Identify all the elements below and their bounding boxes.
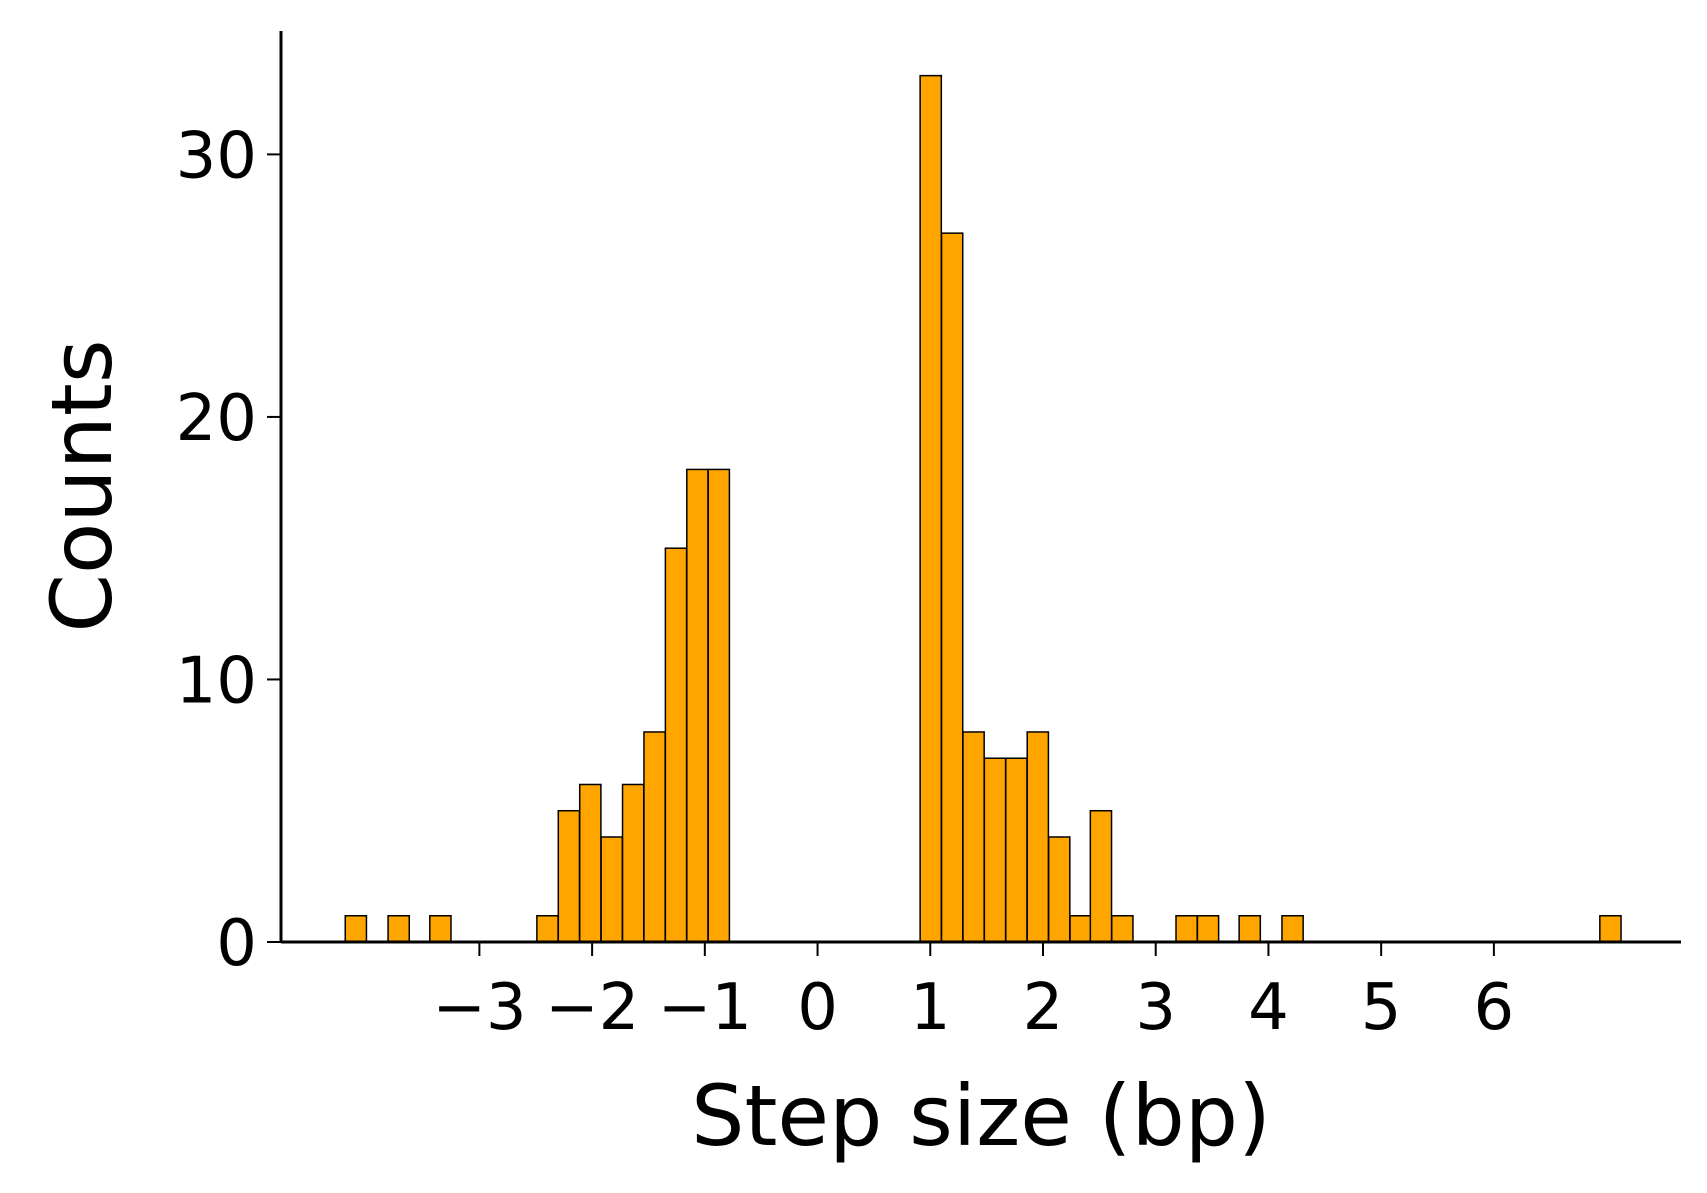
histogram-bar	[557, 809, 581, 943]
x-ticks-group: −3 −2 −1 0 1 2 3 4 5 6	[432, 942, 1514, 1045]
histogram-bar	[919, 74, 943, 943]
x-tick-label: −1	[658, 971, 752, 1045]
histogram-bar	[1281, 914, 1304, 943]
x-tick-label: 0	[797, 971, 838, 1045]
histogram-bar	[983, 757, 1007, 943]
x-tick-label: −2	[545, 971, 639, 1045]
x-axis-title: Step size (bp)	[691, 1067, 1271, 1165]
histogram-bar	[1089, 809, 1113, 943]
x-tick-label: 5	[1361, 971, 1402, 1045]
histogram-bar	[1069, 914, 1092, 943]
x-tick-label: 1	[910, 971, 951, 1045]
histogram-bar	[1005, 757, 1028, 943]
y-axis-title: Counts	[33, 339, 131, 632]
x-tick-label: −3	[432, 971, 526, 1045]
histogram-bar	[1238, 914, 1262, 943]
histogram-bar	[940, 232, 964, 943]
histogram-bar	[578, 783, 602, 943]
histogram-bar	[1599, 914, 1622, 943]
x-tick-label: 6	[1474, 971, 1515, 1045]
x-tick-label: 3	[1135, 971, 1176, 1045]
histogram-bar	[429, 914, 452, 943]
y-ticks-group: 0 10 20 30	[176, 119, 281, 981]
histogram-bar	[1047, 836, 1071, 943]
histogram-bar	[536, 914, 559, 943]
histogram-bar	[1026, 731, 1050, 943]
histogram-bar	[686, 468, 709, 943]
y-tick-label: 10	[176, 644, 257, 718]
histogram-bar	[962, 731, 985, 943]
y-tick-label: 30	[176, 119, 257, 193]
histogram-bar	[1111, 914, 1134, 943]
y-tick-label: 0	[216, 907, 257, 981]
histogram-bar	[621, 783, 645, 943]
histogram-bar	[600, 836, 624, 943]
histogram-bar	[643, 731, 666, 943]
histogram-bar	[1175, 914, 1198, 943]
histogram-bar	[707, 468, 731, 943]
histogram-bar	[1196, 914, 1220, 943]
x-tick-label: 4	[1248, 971, 1289, 1045]
x-tick-label: 2	[1023, 971, 1064, 1045]
histogram-bar	[344, 914, 368, 943]
y-tick-label: 20	[176, 382, 257, 456]
bars-group	[344, 74, 1622, 943]
histogram-bar	[387, 914, 411, 943]
histogram-bar	[664, 547, 688, 943]
